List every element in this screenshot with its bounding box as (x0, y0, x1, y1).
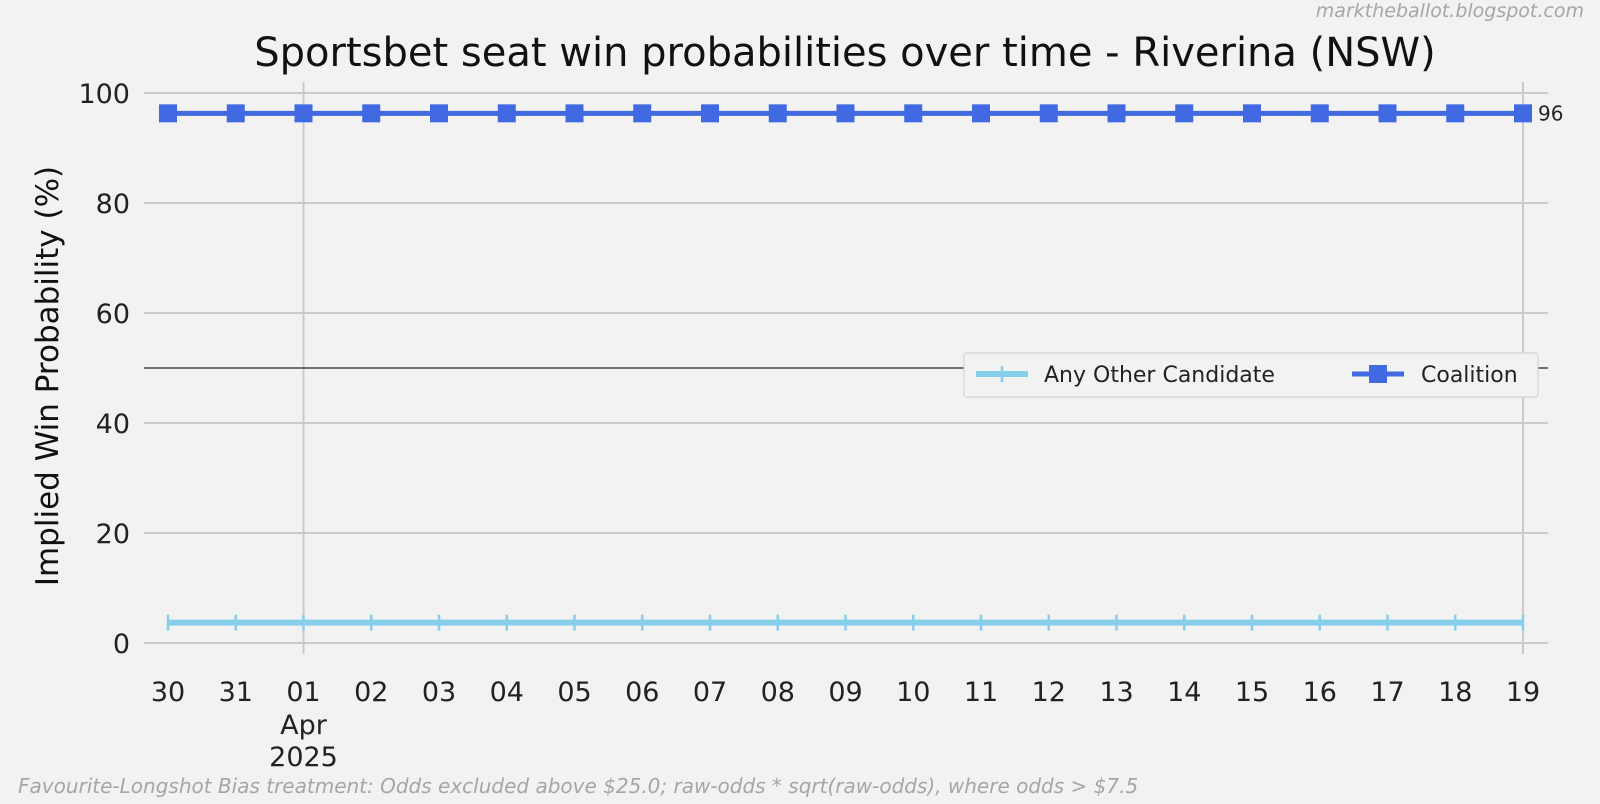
series-layer (159, 104, 1532, 631)
data-point (294, 104, 313, 123)
x-tick-label: 05 (557, 677, 591, 708)
data-point (1514, 104, 1532, 123)
x-tick-label: 09 (828, 677, 862, 708)
chart-title: Sportsbet seat win probabilities over ti… (254, 30, 1435, 76)
data-point (1175, 104, 1194, 123)
x-tick-label: 16 (1303, 677, 1337, 708)
x-tick-label: 11 (964, 677, 998, 708)
x-tick-label: 06 (625, 677, 659, 708)
data-point (701, 104, 719, 123)
x-tick-label: 07 (693, 677, 727, 708)
data-point (1243, 104, 1261, 123)
x-tick-label: 01 (286, 677, 320, 708)
series-coalition (159, 104, 1532, 123)
x-tick-label: 13 (1099, 677, 1133, 708)
legend-box (963, 352, 1539, 398)
y-tick-label: 60 (96, 299, 130, 330)
y-tick-label: 20 (96, 519, 130, 550)
data-point (497, 104, 516, 123)
y-tick-label: 100 (78, 79, 130, 110)
legend-label: Coalition (1421, 363, 1518, 388)
data-point (633, 104, 652, 123)
x-month-label: Apr (280, 710, 328, 741)
y-tick-label: 0 (113, 629, 130, 660)
x-tick-label: 31 (219, 677, 253, 708)
x-year-label: 2025 (269, 742, 338, 773)
x-tick-label: 02 (354, 677, 388, 708)
data-point (836, 104, 855, 123)
legend-label: Any Other Candidate (1044, 363, 1275, 388)
data-point (430, 104, 448, 123)
y-axis-ticks: 0 20 40 60 80 100 (78, 79, 130, 660)
end-label: 96 (1538, 101, 1563, 125)
x-tick-label: 03 (422, 677, 456, 708)
gridlines (144, 82, 1548, 654)
data-point (1107, 104, 1126, 123)
data-point (565, 104, 584, 123)
data-point (1039, 104, 1058, 123)
x-tick-label: 18 (1438, 677, 1472, 708)
y-tick-label: 40 (96, 409, 130, 440)
x-axis-ticks: 30 31 01 02 03 04 05 06 07 08 09 10 11 12 13 14 15 16 17 18… (151, 677, 1540, 773)
end-labels: 96 (1538, 101, 1563, 125)
x-tick-label: 17 (1370, 677, 1404, 708)
x-tick-label: 04 (490, 677, 524, 708)
x-tick-label: 30 (151, 677, 185, 708)
y-axis-label: Implied Win Probability (%) (30, 166, 66, 586)
legend-marker (1369, 365, 1387, 383)
y-tick-label: 80 (96, 189, 130, 220)
x-tick-label: 14 (1167, 677, 1201, 708)
data-point (159, 104, 177, 123)
x-tick-label: 19 (1506, 677, 1540, 708)
data-point (1446, 104, 1465, 123)
data-point (1378, 104, 1397, 123)
series-any-other-candidate (166, 614, 1525, 631)
data-point (1310, 104, 1329, 123)
x-tick-label: 08 (761, 677, 795, 708)
legend: Any Other Candidate Coalition (963, 352, 1539, 398)
data-point (768, 104, 787, 123)
data-point (226, 104, 245, 123)
x-tick-label: 10 (896, 677, 930, 708)
data-point (362, 104, 381, 123)
data-point (972, 104, 990, 123)
footnote: Favourite-Longshot Bias treatment: Odds … (18, 774, 1138, 798)
data-point (904, 104, 923, 123)
x-tick-label: 15 (1235, 677, 1269, 708)
watermark: marktheballot.blogspot.com (1316, 0, 1584, 22)
x-tick-label: 12 (1032, 677, 1066, 708)
